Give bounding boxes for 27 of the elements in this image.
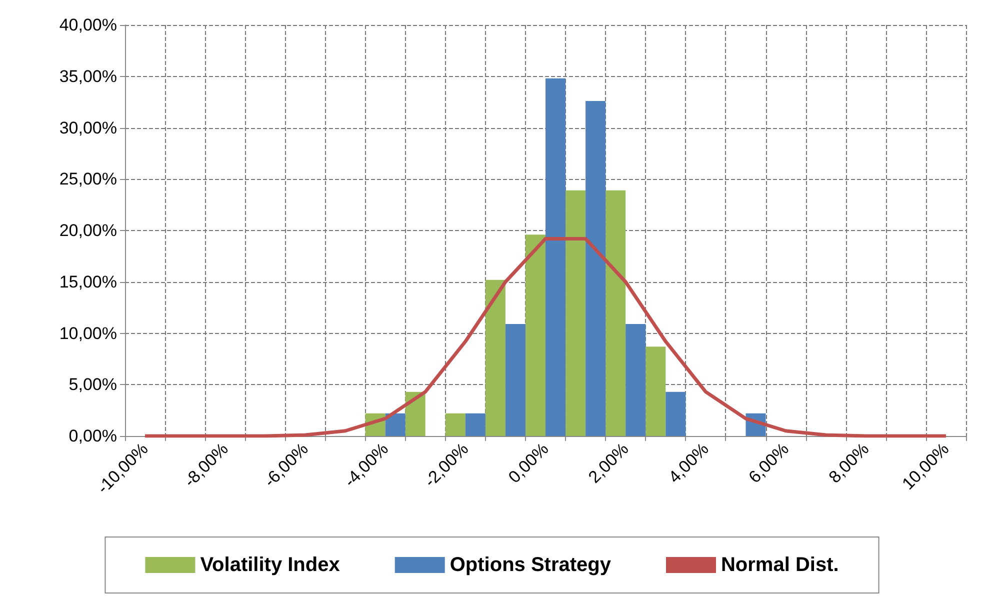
bar xyxy=(385,413,406,436)
y-tick-label: 30,00% xyxy=(59,118,117,138)
bar xyxy=(525,234,546,436)
y-tick-label: 5,00% xyxy=(68,375,117,394)
y-tick-label: 15,00% xyxy=(59,272,117,292)
bar xyxy=(606,190,626,436)
bar xyxy=(485,280,506,436)
bar xyxy=(445,413,466,436)
y-tick-label: 25,00% xyxy=(59,170,117,189)
bar xyxy=(546,78,566,436)
y-tick-label: 10,00% xyxy=(59,324,117,343)
line-series xyxy=(143,236,948,438)
bar xyxy=(586,101,606,436)
y-tick-label: 40,00% xyxy=(59,16,117,34)
bar xyxy=(505,324,526,436)
y-tick-label: 20,00% xyxy=(59,221,117,240)
y-tick-label: 0,00% xyxy=(68,426,117,446)
bar xyxy=(566,190,586,436)
legend-label: Volatility Index xyxy=(200,554,340,576)
bar xyxy=(465,413,486,436)
y-tick-label: 35,00% xyxy=(59,66,117,86)
bar xyxy=(405,392,426,436)
bar xyxy=(646,346,666,436)
bar xyxy=(626,324,646,436)
legend-label: Options Strategy xyxy=(450,554,612,576)
legend-label: Normal Dist. xyxy=(720,554,839,576)
bar xyxy=(666,392,686,436)
